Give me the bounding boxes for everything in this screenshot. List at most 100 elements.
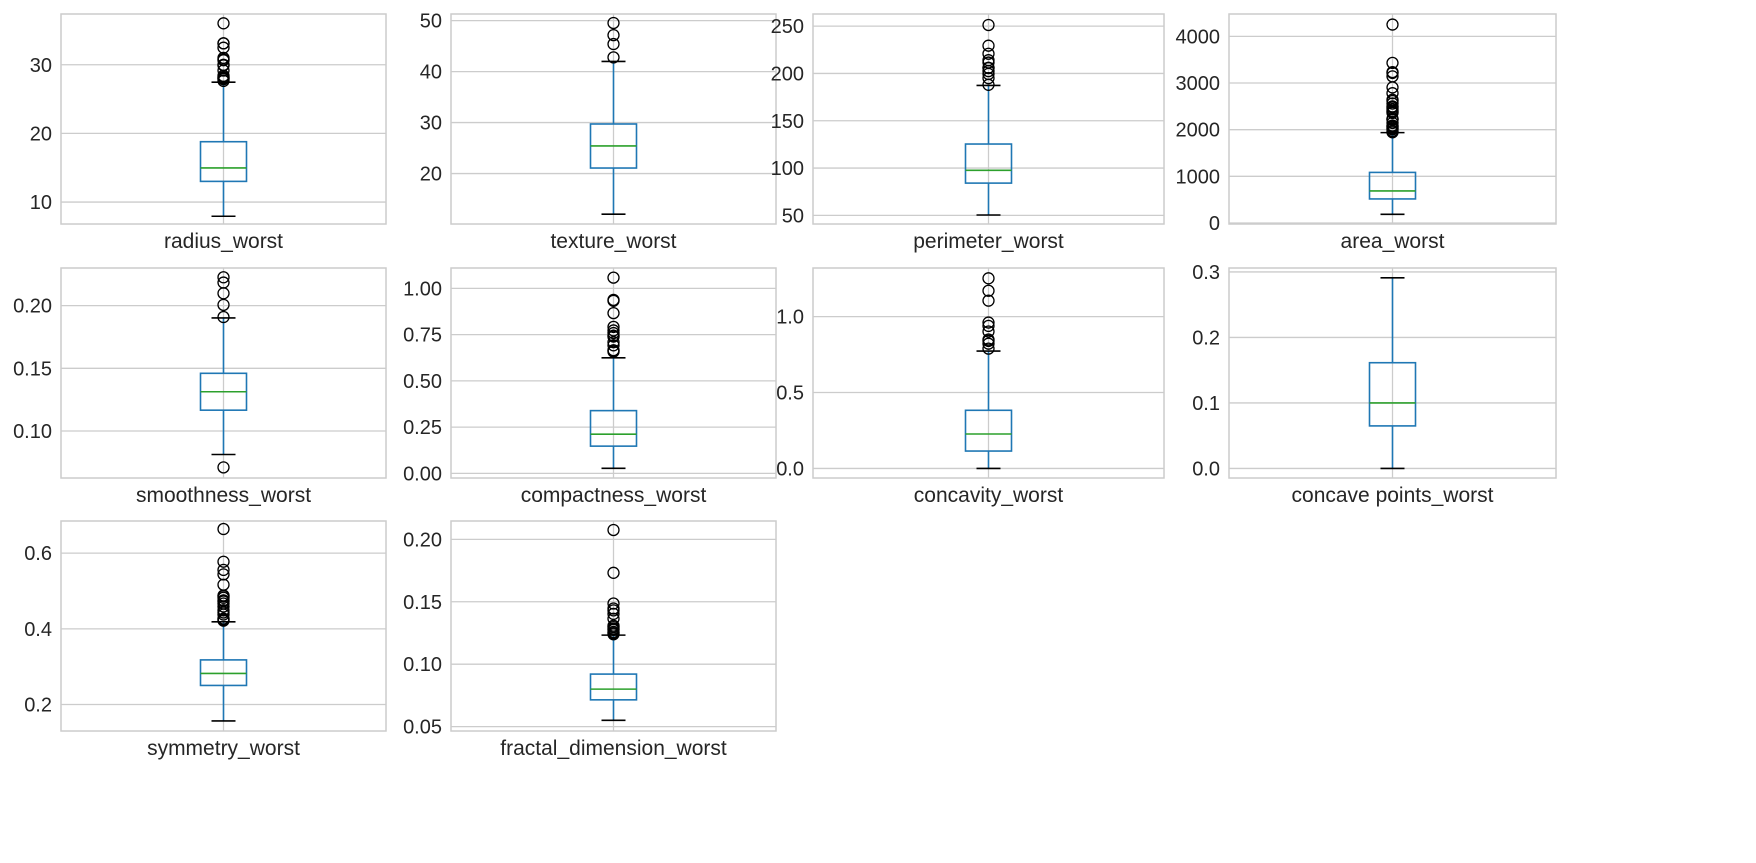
y-tick-label: 0.3 [1192, 262, 1220, 284]
outlier-point [982, 334, 995, 348]
outlier-point [217, 595, 230, 608]
outlier-point [217, 54, 230, 67]
outlier-point [217, 69, 230, 82]
outlier-point [607, 597, 620, 610]
outlier-point [217, 612, 230, 625]
outlier-point [1386, 81, 1399, 94]
axes-frame [450, 520, 777, 732]
outlier-point [1386, 123, 1399, 136]
outlier-point [607, 306, 620, 320]
outlier-point [1386, 93, 1399, 106]
axes-frame [812, 267, 1165, 479]
iqr-box [199, 140, 248, 183]
outlier-point [217, 51, 230, 65]
outlier-point [1386, 119, 1399, 132]
outlier-point [217, 41, 230, 54]
y-tick-label: 30 [420, 113, 442, 135]
y-tick-label: 0.25 [403, 417, 442, 439]
outlier-point [217, 58, 230, 71]
outlier-point [607, 16, 620, 30]
axes-frame [812, 13, 1165, 225]
y-tick-label: 0.15 [403, 592, 442, 614]
outlier-point [217, 71, 230, 84]
y-tick-label: 0.0 [776, 458, 804, 480]
y-tick-label: 200 [771, 63, 804, 85]
outlier-point [982, 342, 995, 355]
outlier-point [607, 330, 620, 343]
iqr-box [199, 372, 248, 411]
outlier-point [982, 319, 995, 333]
outlier-point [1386, 124, 1399, 138]
outlier-point [217, 606, 230, 619]
outlier-point [607, 344, 620, 357]
outlier-point [1386, 116, 1399, 130]
outlier-point [982, 284, 995, 297]
axes-frame [60, 267, 387, 479]
y-tick-label: 30 [30, 55, 52, 77]
y-tick-label: 4000 [1176, 26, 1221, 48]
y-tick-label: 150 [771, 111, 804, 133]
iqr-box [964, 409, 1013, 452]
outlier-point [982, 325, 995, 338]
axes-frame [450, 13, 777, 225]
y-tick-label: 0.75 [403, 325, 442, 347]
axes-frame [1228, 13, 1557, 225]
outlier-point [217, 522, 230, 536]
outlier-point [982, 18, 995, 32]
outlier-point [607, 628, 620, 641]
iqr-box [589, 409, 638, 447]
outlier-point [607, 623, 620, 637]
y-tick-label: 1.00 [403, 278, 442, 300]
outlier-point [607, 324, 620, 337]
outlier-point [1386, 18, 1399, 31]
axes-frame [1228, 267, 1557, 479]
outlier-point [217, 608, 230, 621]
outlier-point [217, 53, 230, 66]
outlier-point [607, 612, 620, 625]
outlier-point [607, 320, 620, 334]
outlier-point [217, 298, 230, 312]
outlier-point [607, 37, 620, 51]
outlier-point [1386, 105, 1399, 118]
outlier-point [982, 61, 995, 74]
outlier-point [217, 589, 230, 602]
outlier-point [217, 604, 230, 617]
outlier-point [217, 59, 230, 72]
outlier-point [217, 597, 230, 610]
outlier-point [982, 333, 995, 346]
y-tick-label: 50 [420, 11, 442, 33]
axes-frame [60, 520, 387, 732]
outlier-point [607, 329, 620, 342]
outlier-point [607, 607, 620, 621]
outlier-point [607, 271, 620, 284]
outlier-point [1386, 106, 1399, 120]
y-tick-label: 0.10 [403, 654, 442, 676]
outlier-point [217, 563, 230, 577]
iqr-box [1368, 361, 1417, 427]
x-axis-label: fractal_dimension_worst [500, 737, 727, 760]
y-tick-label: 0.6 [24, 543, 52, 565]
outlier-point [607, 620, 620, 634]
outlier-point [607, 604, 620, 617]
outlier-point [1386, 112, 1399, 126]
outlier-point [607, 619, 620, 632]
axes-frame [60, 13, 387, 225]
outlier-point [982, 337, 995, 350]
x-axis-label: radius_worst [164, 230, 283, 253]
x-axis-label: concavity_worst [914, 484, 1064, 507]
outlier-point [607, 28, 620, 42]
outlier-point [982, 294, 995, 307]
y-tick-label: 0.2 [24, 695, 52, 717]
outlier-point [982, 316, 995, 329]
outlier-point [217, 591, 230, 604]
outlier-point [217, 287, 230, 300]
outlier-point [1386, 112, 1399, 126]
y-tick-label: 0.10 [13, 421, 52, 443]
